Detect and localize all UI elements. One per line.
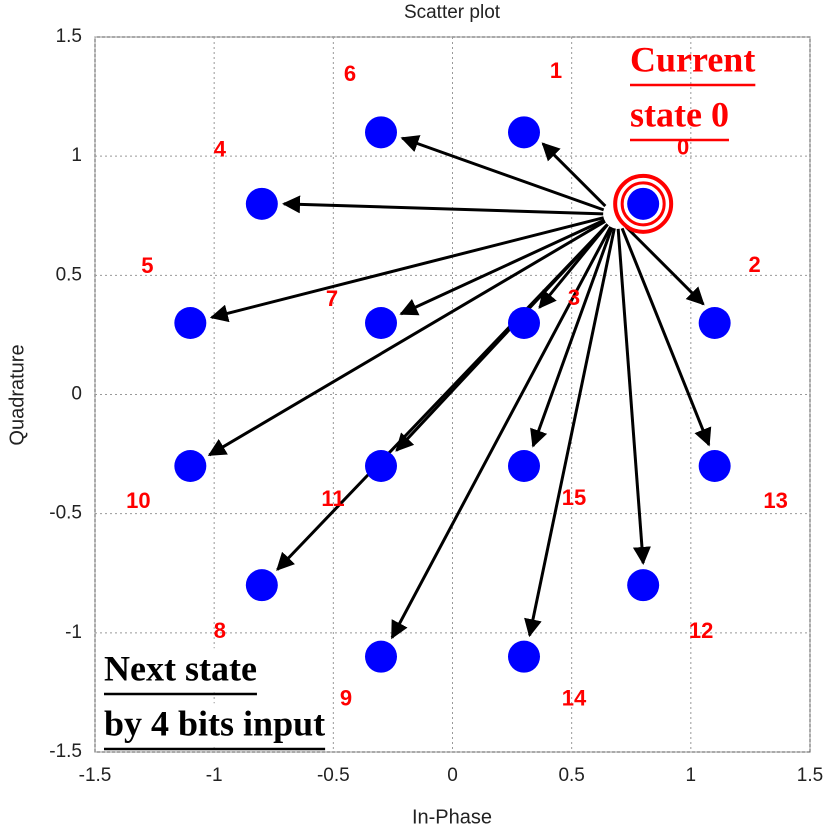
point — [508, 450, 540, 482]
arrow — [524, 228, 616, 638]
y-tick-label: -0.5 — [49, 503, 82, 524]
point-label: 15 — [562, 485, 586, 510]
arrow — [395, 223, 609, 452]
arrow — [541, 142, 607, 208]
y-tick-label: 1.5 — [56, 26, 82, 47]
x-tick-label: -1 — [206, 765, 223, 786]
arrow — [400, 135, 605, 212]
y-tick-label: 0 — [71, 384, 82, 405]
y-tick-label: 1 — [71, 145, 82, 166]
annotation: Next state — [104, 648, 257, 688]
point — [627, 187, 660, 220]
point — [627, 569, 660, 602]
arrow — [616, 228, 651, 565]
point-label: 5 — [141, 253, 153, 278]
y-tick-label: -1.5 — [49, 741, 82, 762]
annotation: state 0 — [630, 94, 729, 134]
point-label: 4 — [214, 137, 227, 162]
point-label: 0 — [677, 135, 689, 160]
point-label: 9 — [340, 685, 352, 710]
annotation-bg — [101, 703, 329, 748]
point-label: 12 — [689, 618, 713, 643]
x-tick-label: 0.5 — [558, 765, 584, 786]
chart-title: Scatter plot — [404, 2, 501, 23]
annotation: by 4 bits input — [104, 703, 325, 743]
point-label: 10 — [126, 488, 150, 513]
arrow — [399, 218, 606, 316]
y-axis-label: Quadrature — [6, 344, 28, 445]
point-label: 1 — [550, 58, 562, 83]
point-label: 7 — [326, 286, 338, 311]
arrow — [209, 216, 605, 323]
y-tick-label: 0.5 — [56, 264, 82, 285]
arrow — [390, 226, 612, 640]
x-tick-label: 0 — [447, 765, 458, 786]
arrow — [624, 225, 705, 306]
arrow — [207, 220, 606, 457]
point-label: 13 — [763, 488, 787, 513]
point — [698, 450, 731, 482]
point — [698, 307, 731, 339]
point-label: 3 — [568, 285, 580, 310]
annotation: Current — [630, 39, 755, 79]
point-label: 11 — [321, 486, 344, 511]
point — [508, 307, 540, 339]
arrow — [530, 226, 614, 448]
point — [365, 640, 397, 673]
x-tick-label: 1.5 — [797, 765, 823, 786]
highlight-ring — [613, 173, 674, 234]
x-tick-label: -1.5 — [79, 765, 112, 786]
arrow — [282, 195, 604, 216]
point-label: 8 — [214, 618, 226, 643]
arrow — [620, 227, 712, 447]
annotation-bg — [101, 648, 260, 693]
point — [245, 187, 278, 220]
plot-area — [94, 36, 811, 753]
point — [508, 116, 540, 149]
point-label: 6 — [344, 61, 356, 86]
x-tick-label: -0.5 — [317, 765, 350, 786]
point-label: 14 — [562, 685, 587, 710]
point — [174, 307, 207, 339]
point-label: 2 — [749, 252, 761, 277]
point — [245, 569, 278, 602]
y-tick-label: -1 — [65, 622, 82, 643]
x-tick-label: 1 — [686, 765, 697, 786]
point — [508, 640, 540, 673]
point — [365, 116, 397, 149]
point — [365, 450, 397, 482]
point — [365, 307, 397, 339]
point — [174, 450, 207, 482]
x-axis-label: In-Phase — [412, 806, 492, 828]
